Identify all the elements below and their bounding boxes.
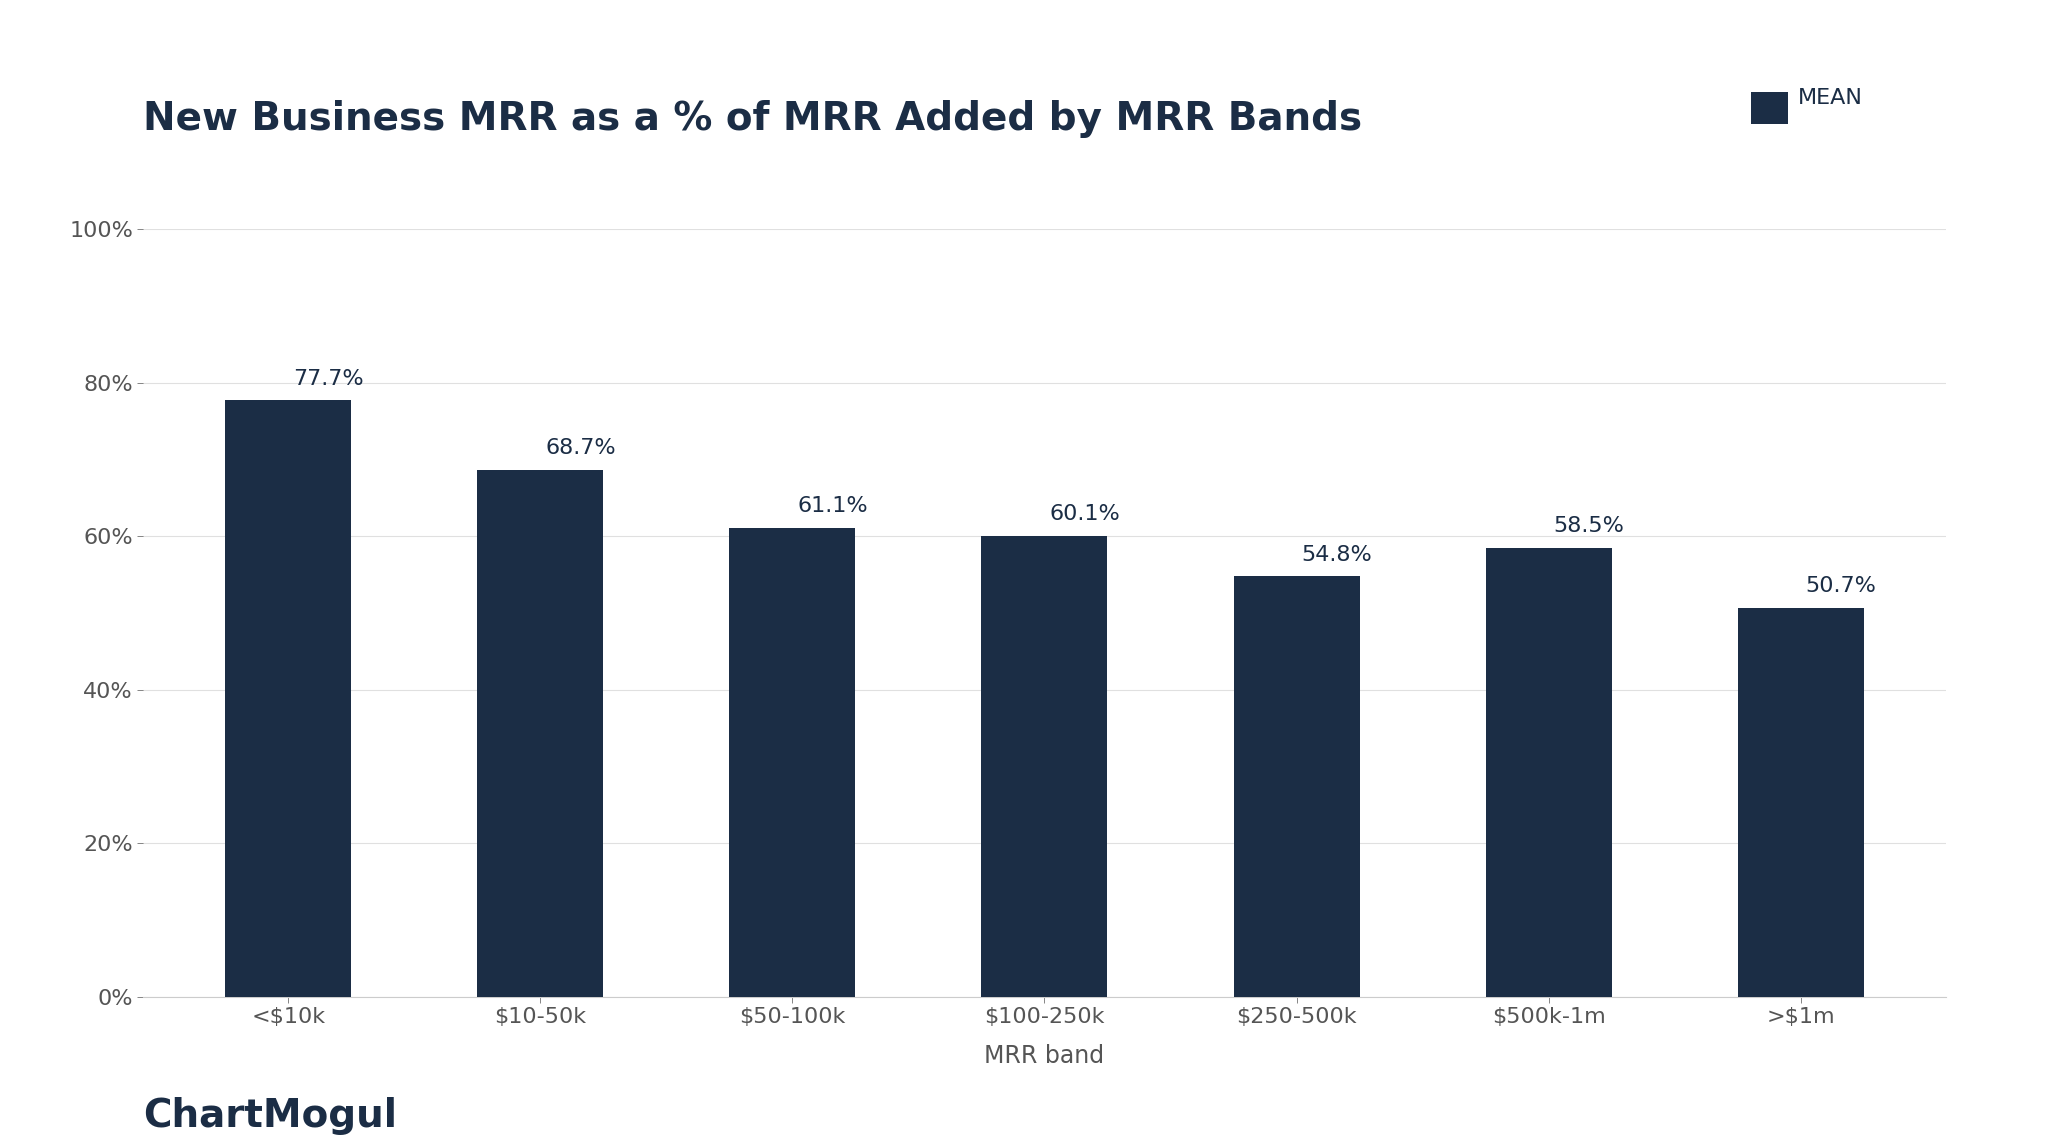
Bar bbox=[1233, 576, 1360, 997]
Text: 58.5%: 58.5% bbox=[1554, 517, 1624, 536]
Text: 61.1%: 61.1% bbox=[797, 496, 868, 517]
Text: 50.7%: 50.7% bbox=[1806, 576, 1876, 596]
X-axis label: MRR band: MRR band bbox=[985, 1044, 1104, 1068]
Bar bbox=[1485, 548, 1612, 997]
Text: 68.7%: 68.7% bbox=[545, 438, 616, 458]
Text: 60.1%: 60.1% bbox=[1049, 504, 1120, 524]
Bar bbox=[729, 528, 856, 997]
Text: 54.8%: 54.8% bbox=[1303, 544, 1372, 565]
Text: 77.7%: 77.7% bbox=[293, 369, 365, 388]
Text: ChartMogul: ChartMogul bbox=[143, 1097, 397, 1135]
Bar bbox=[981, 535, 1108, 997]
Text: New Business MRR as a % of MRR Added by MRR Bands: New Business MRR as a % of MRR Added by … bbox=[143, 100, 1362, 138]
Bar bbox=[477, 470, 604, 997]
Bar bbox=[1737, 607, 1864, 997]
Bar bbox=[225, 400, 352, 997]
Text: MEAN: MEAN bbox=[1798, 88, 1864, 108]
